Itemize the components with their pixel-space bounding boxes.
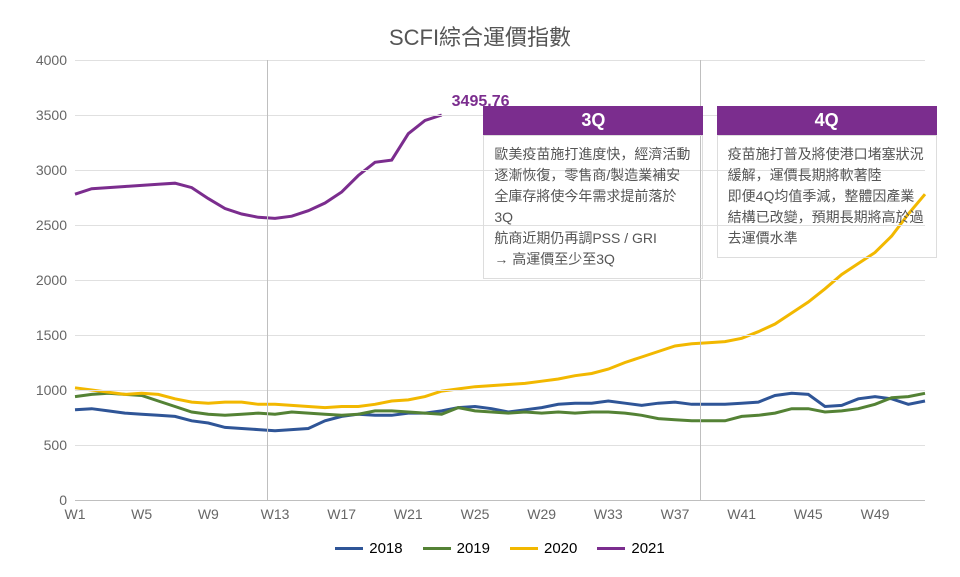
x-tick-label: W5 (131, 500, 152, 522)
legend-label: 2018 (369, 540, 402, 557)
legend-swatch (423, 547, 451, 550)
reference-vline (267, 60, 268, 500)
x-tick-label: W9 (198, 500, 219, 522)
series-2021 (75, 115, 442, 218)
legend-item-2019: 2019 (423, 540, 490, 557)
annotation-header: 4Q (717, 106, 937, 135)
chart-title: SCFI綜合運價指數 (20, 20, 940, 52)
annotation-header: 3Q (483, 106, 703, 135)
gridline (75, 60, 925, 61)
legend-label: 2019 (457, 540, 490, 557)
gridline (75, 445, 925, 446)
annotation-body: 歐美疫苗施打進度快，經濟活動逐漸恢復，零售商/製造業補安全庫存將使今年需求提前落… (483, 135, 703, 279)
series-2019 (75, 393, 925, 421)
x-tick-label: W1 (65, 500, 86, 522)
y-tick-label: 3000 (36, 162, 75, 178)
x-tick-label: W21 (394, 500, 423, 522)
legend-swatch (597, 547, 625, 550)
x-tick-label: W45 (794, 500, 823, 522)
legend-label: 2020 (544, 540, 577, 557)
scfi-chart: SCFI綜合運價指數 05001000150020002500300035004… (20, 20, 940, 557)
x-tick-label: W37 (661, 500, 690, 522)
y-tick-label: 2500 (36, 217, 75, 233)
x-tick-label: W33 (594, 500, 623, 522)
x-tick-label: W41 (727, 500, 756, 522)
x-tick-label: W13 (261, 500, 290, 522)
plot-area: 05001000150020002500300035004000W1W5W9W1… (75, 60, 925, 500)
y-tick-label: 3500 (36, 107, 75, 123)
y-tick-label: 500 (44, 437, 75, 453)
gridline (75, 280, 925, 281)
y-tick-label: 1000 (36, 382, 75, 398)
legend-swatch (510, 547, 538, 550)
x-tick-label: W25 (461, 500, 490, 522)
annotation-body: 疫苗施打普及將使港口堵塞狀況緩解，運價長期將軟著陸即便4Q均值季減，整體因產業結… (717, 135, 937, 258)
x-tick-label: W17 (327, 500, 356, 522)
legend-item-2020: 2020 (510, 540, 577, 557)
annotation-box: 3Q歐美疫苗施打進度快，經濟活動逐漸恢復，零售商/製造業補安全庫存將使今年需求提… (483, 106, 703, 279)
y-tick-label: 4000 (36, 52, 75, 68)
annotation-box: 4Q疫苗施打普及將使港口堵塞狀況緩解，運價長期將軟著陸即便4Q均值季減，整體因產… (717, 106, 937, 258)
gridline (75, 335, 925, 336)
legend-label: 2021 (631, 540, 664, 557)
legend: 2018 2019 2020 2021 (75, 537, 925, 557)
x-tick-label: W29 (527, 500, 556, 522)
gridline (75, 390, 925, 391)
y-tick-label: 2000 (36, 272, 75, 288)
y-tick-label: 1500 (36, 327, 75, 343)
legend-swatch (335, 547, 363, 550)
legend-item-2021: 2021 (597, 540, 664, 557)
legend-item-2018: 2018 (335, 540, 402, 557)
x-tick-label: W49 (861, 500, 890, 522)
